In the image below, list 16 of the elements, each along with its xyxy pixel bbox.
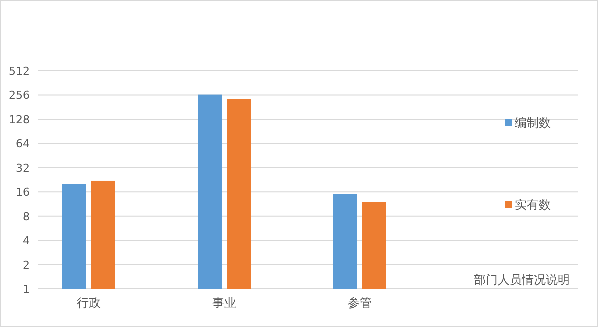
y-tick-label: 4 — [23, 234, 30, 248]
y-tick-label: 1 — [23, 283, 30, 296]
y-tick-label: 32 — [16, 162, 30, 175]
y-tick-label: 8 — [23, 210, 30, 224]
y-tick-label: 512 — [9, 65, 30, 78]
y-tick-label: 256 — [9, 89, 30, 102]
y-tick-label: 64 — [16, 138, 30, 151]
legend-label: 编制数 — [515, 116, 551, 130]
y-tick-label: 16 — [16, 186, 30, 200]
x-tick-label: 行政 — [77, 296, 101, 310]
y-tick-label: 128 — [9, 113, 30, 126]
legend-label: 实有数 — [515, 198, 551, 212]
text: 部门人员情况说明 — [474, 273, 570, 287]
x-tick-label: 参管 — [348, 296, 372, 310]
x-tick-label: 事业 — [212, 296, 236, 310]
y-tick-label: 2 — [23, 258, 30, 272]
